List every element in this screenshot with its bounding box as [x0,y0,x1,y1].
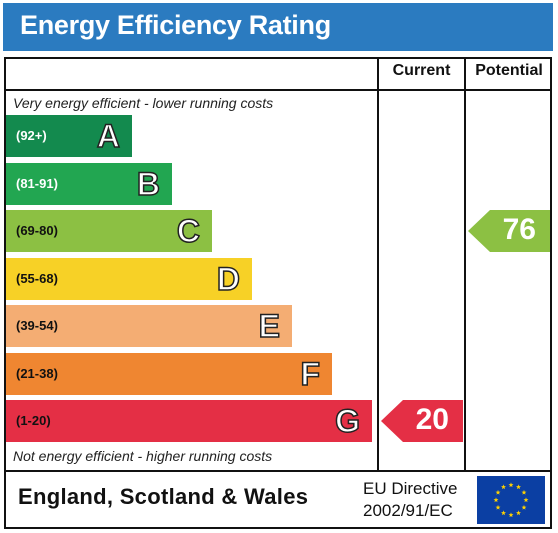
band-letter-f: F [300,355,321,393]
footer-region: England, Scotland & Wales [18,484,309,509]
directive-line-2: 2002/91/EC [363,501,453,520]
eu-star-icon [508,512,514,518]
band-range-b: (81-91) [16,175,58,191]
band-range-d: (55-68) [16,270,58,286]
band-g: (1-20) G [6,400,372,442]
band-d: (55-68) D [6,257,252,300]
bottom-caption: Not energy efficient - higher running co… [13,448,273,464]
header-divider [4,89,552,91]
footer-directive: EU Directive 2002/91/EC [363,478,457,522]
band-range-e: (39-54) [16,318,58,333]
potential-column-header: Potential [475,62,543,79]
eu-star-icon [508,482,514,488]
band-a: (92+) A [6,115,132,157]
band-range-g: (1-20) [16,413,51,428]
band-f: (21-38) F [6,352,332,395]
top-caption: Very energy efficient - lower running co… [13,95,274,111]
eu-star-icon [495,504,501,510]
eu-star-icon [493,497,499,503]
eu-star-icon [501,510,506,516]
current-rating-value: 20 [415,403,449,436]
band-e: (39-54) E [6,305,292,347]
eu-star-icon [521,504,527,510]
band-letter-g: G [334,402,360,440]
band-letter-b: B [136,165,161,203]
potential-rating-value: 76 [502,213,536,246]
eu-star-icon [523,497,529,503]
eu-star-icon [521,489,527,495]
eu-star-icon [516,510,521,516]
current-column-header: Current [392,62,451,79]
band-range-a: (92+) [16,128,47,143]
band-letter-e: E [258,307,281,345]
band-letter-d: D [216,260,241,298]
band-range-c: (69-80) [16,223,58,238]
band-c: (69-80) C [6,210,212,252]
footer-divider [4,470,552,472]
eu-star-icon [501,484,506,490]
eu-flag-icon [477,476,545,524]
directive-line-1: EU Directive [363,479,458,498]
band-letter-a: A [96,117,121,155]
band-range-f: (21-38) [16,365,58,381]
band-letter-c: C [176,212,201,250]
title-bar: Energy Efficiency Rating [3,3,553,51]
band-b: (81-91) B [6,162,172,205]
eu-star-icon [495,489,501,495]
eu-star-icon [516,484,521,490]
current-column-divider [377,57,379,472]
rating-table-frame [4,57,552,529]
potential-column-divider [464,57,466,472]
chart-title: Energy Efficiency Rating [20,10,331,40]
